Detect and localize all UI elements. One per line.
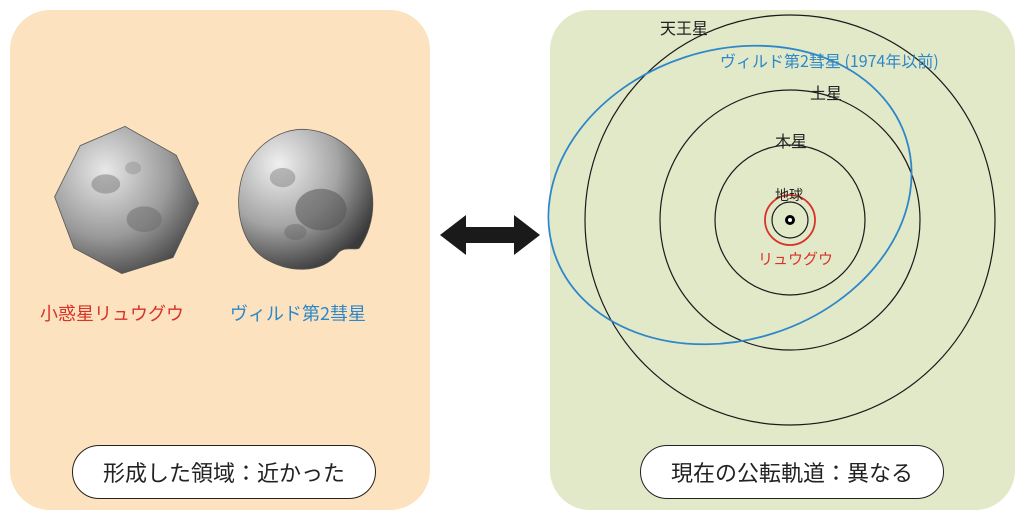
label-ryugu-orbit: リュウグウ: [758, 248, 833, 269]
label-saturn: 土星: [810, 80, 842, 104]
label-wild2-orbit: ヴィルド第2彗星 (1974年以前): [720, 48, 939, 72]
label-jupiter: 木星: [775, 128, 807, 152]
label-uranus: 天王星: [660, 15, 708, 39]
label-earth: 地球: [775, 185, 803, 205]
right-caption: 現在の公転軌道：異なる: [640, 445, 944, 499]
orbit-diagram: [0, 0, 1024, 519]
